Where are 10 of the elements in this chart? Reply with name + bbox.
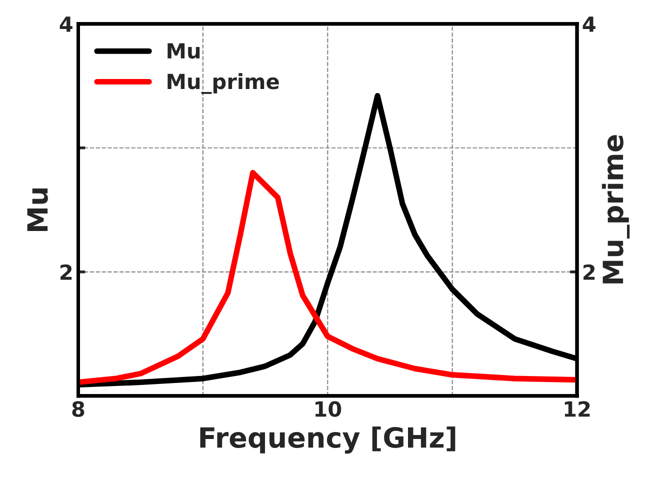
x-tick-label: 12 [564,401,590,417]
y2-tick-label: 4 [582,16,596,32]
legend-label: Mu_prime [168,73,279,94]
x-tick-label: 10 [315,401,342,417]
y-axis-title: Mu [27,188,48,232]
x-tick-label: 8 [72,401,84,417]
legend-label: Mu [168,43,200,59]
y2-axis-title: Mu_prime [602,135,630,284]
y2-tick-label: 2 [584,264,595,280]
x-axis-title: Frequency [GHz] [200,426,456,454]
